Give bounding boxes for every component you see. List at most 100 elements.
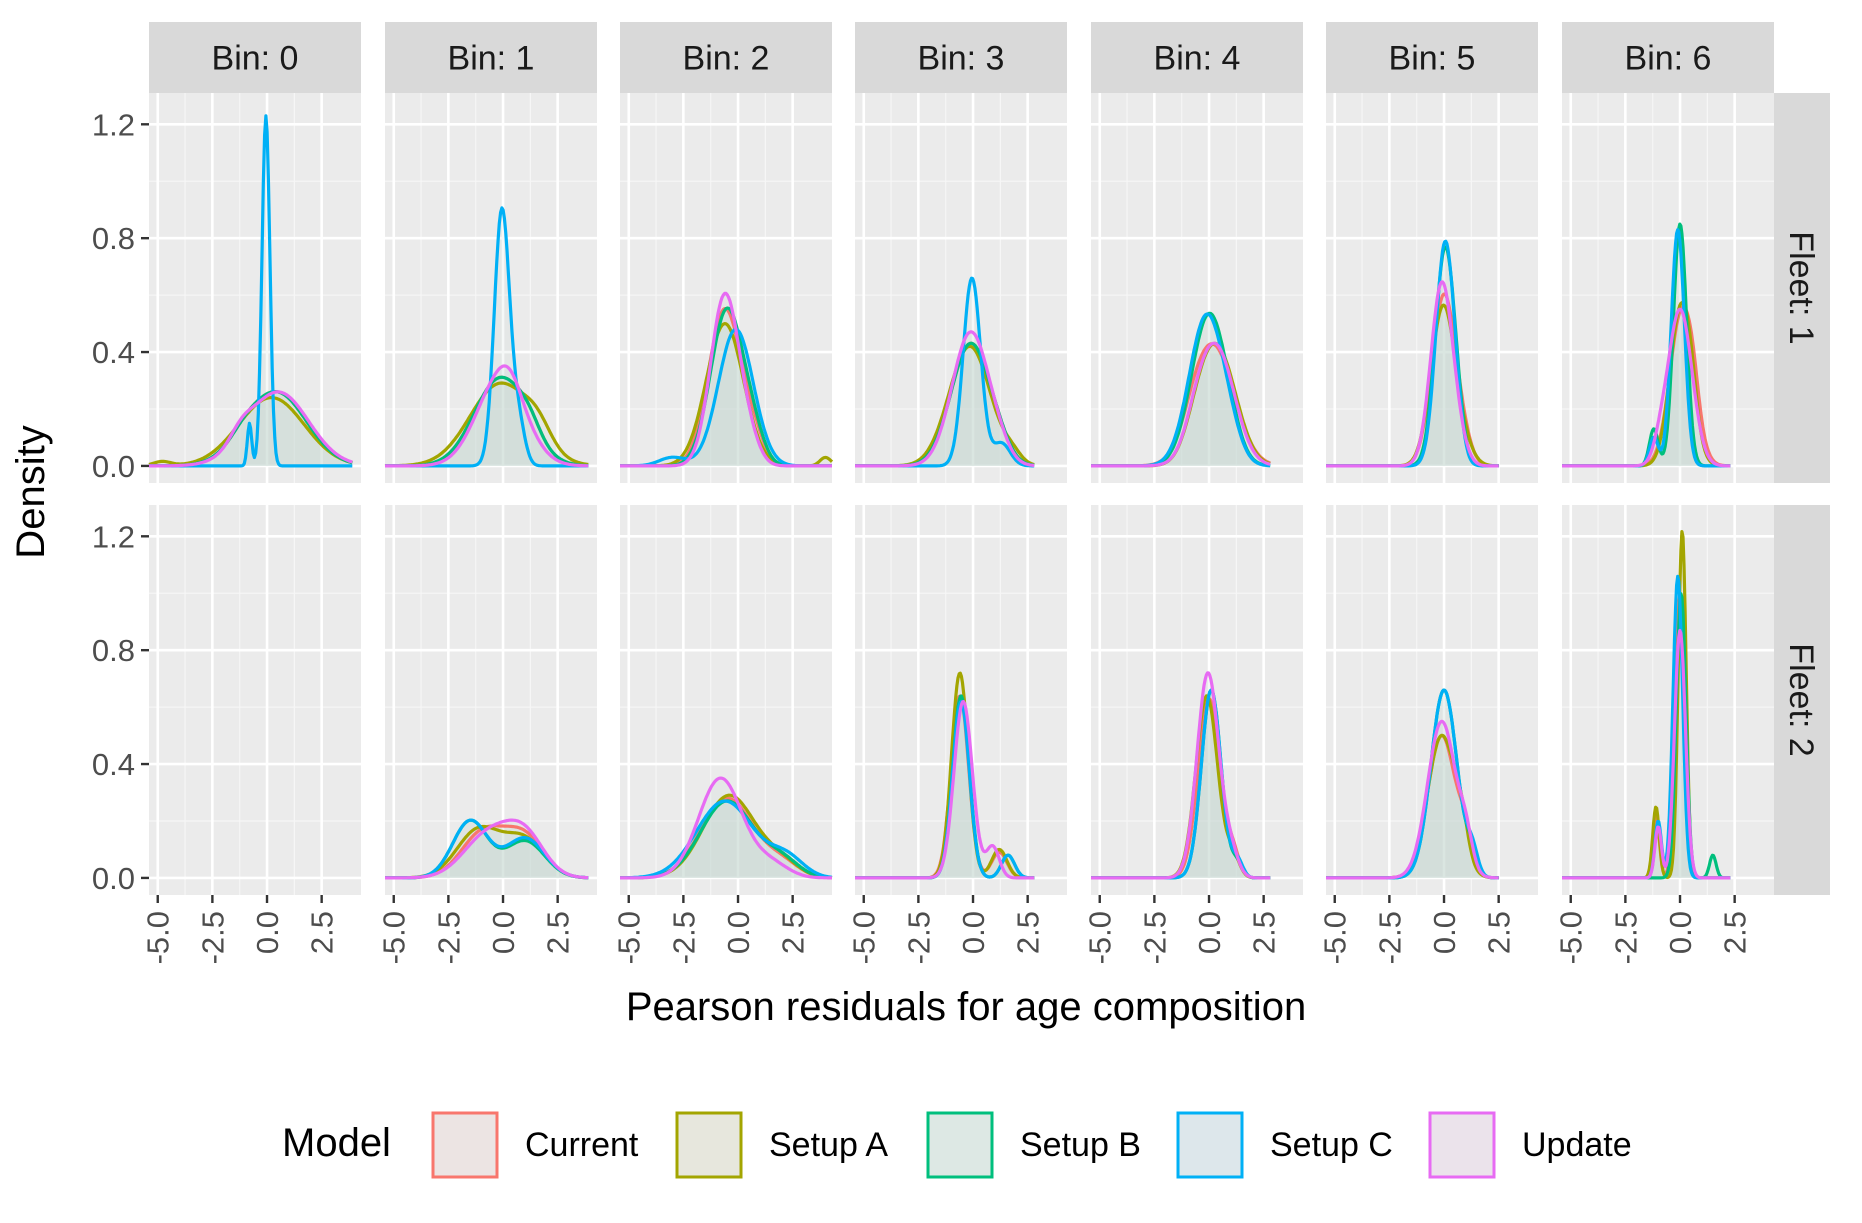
density-area-setup-b: [1091, 313, 1271, 466]
density-line-update: [1561, 628, 1731, 880]
panel-background: [620, 93, 832, 483]
legend-item: Setup C: [1176, 1111, 1393, 1179]
density-area-setup-a: [1326, 305, 1499, 466]
density-area-setup-c: [1326, 241, 1499, 466]
strip-label: Bin: 5: [1389, 40, 1476, 78]
panel-background: [1326, 93, 1538, 483]
density-area-setup-b: [385, 820, 589, 878]
panel-background: [855, 93, 1067, 483]
density-area-setup-a: [1091, 695, 1271, 878]
facet-panel: [1090, 505, 1303, 895]
strip-label: Bin: 1: [448, 40, 535, 78]
x-tick-label: -2.5: [1372, 911, 1407, 964]
density-area-current: [1091, 698, 1271, 878]
x-tick-label: 0.0: [486, 911, 521, 954]
y-tick-label: 0.4: [92, 747, 135, 782]
density-line-update: [1325, 719, 1500, 880]
density-line-update: [1090, 671, 1271, 880]
facet-panel: [149, 505, 361, 895]
density-area-setup-b: [1326, 246, 1499, 466]
facet-panel: [384, 505, 597, 895]
legend-label: Setup B: [1020, 1126, 1141, 1164]
strip-background: [385, 22, 597, 93]
facet-panel: [1325, 93, 1538, 483]
panel-background: [149, 505, 361, 895]
x-tick-label: 2.5: [1482, 911, 1517, 954]
x-tick-label: 2.5: [1247, 911, 1282, 954]
strip-background: [1774, 93, 1830, 483]
facet-panel: [384, 93, 597, 483]
x-tick-label: 2.5: [776, 911, 811, 954]
facet-panel: [1561, 93, 1774, 483]
legend-label: Update: [1522, 1126, 1632, 1164]
x-tick-label: -2.5: [666, 911, 701, 964]
density-area-setup-c: [620, 801, 832, 878]
facet-panel: [1561, 505, 1774, 895]
legend-item: Current: [431, 1111, 639, 1179]
strip-background: [1091, 22, 1303, 93]
facet-strip-col: Bin: 1: [385, 22, 597, 93]
x-tick-label: -2.5: [901, 911, 936, 964]
legend-label: Setup A: [769, 1126, 888, 1164]
legend-item: Setup B: [926, 1111, 1141, 1179]
legend-key: [926, 1111, 994, 1179]
density-area-setup-a: [385, 826, 589, 878]
density-line-update: [1090, 341, 1271, 468]
facet-panel: [619, 505, 833, 895]
panel-background: [385, 505, 597, 895]
density-area-current: [1326, 294, 1499, 466]
strip-background: [149, 22, 361, 93]
facet-panel: [1325, 505, 1538, 895]
density-area-setup-c: [620, 329, 832, 466]
legend-key: [1428, 1111, 1496, 1179]
x-tick-label: -2.5: [431, 911, 466, 964]
panel-background: [149, 93, 361, 483]
y-tick-label: 1.2: [92, 519, 135, 554]
strip-background: [855, 22, 1067, 93]
density-line-update: [1325, 280, 1500, 468]
x-tick-label: -5.0: [377, 911, 412, 964]
panel-background: [1091, 93, 1303, 483]
density-line-update: [854, 700, 1035, 880]
legend-key-background: [677, 1113, 741, 1177]
y-axis-title: Density: [9, 425, 53, 558]
strip-label: Fleet: 1: [1782, 231, 1820, 344]
density-area-current: [620, 798, 832, 878]
legend-key-background: [928, 1113, 992, 1177]
facet-strip-col: Bin: 4: [1091, 22, 1303, 93]
facet-panel: [1090, 93, 1303, 483]
panels-layer: Bin: 0 Bin: 1 Bin: 2 Bin: 3 Bin: 4 Bin: 5 Bin:…: [141, 22, 1830, 964]
y-axis: 0.0 0.4 0.8 1.2 0.0 0.4 0.8 1.2: [92, 107, 149, 896]
density-line-update: [148, 390, 353, 468]
legend-key: [431, 1111, 499, 1179]
y-tick-label: 0.8: [92, 633, 135, 668]
density-area-update: [620, 778, 832, 878]
strip-label: Bin: 0: [212, 40, 299, 78]
facet-strip-row: Fleet: 1: [1774, 93, 1830, 483]
facet-strip-col: Bin: 0: [149, 22, 361, 93]
x-tick-label: -5.0: [1318, 911, 1353, 964]
density-area-setup-b: [1326, 690, 1499, 878]
strip-background: [1562, 22, 1774, 93]
x-tick-label: 0.0: [250, 911, 285, 954]
legend-key-background: [433, 1113, 497, 1177]
strip-label: Fleet: 2: [1782, 643, 1820, 756]
x-tick-label: 2.5: [1011, 911, 1046, 954]
strip-background: [1774, 505, 1830, 895]
density-line-update: [619, 776, 833, 880]
legend-key: [675, 1111, 743, 1179]
panel-background: [1091, 505, 1303, 895]
density-line-update: [384, 364, 589, 468]
density-area-update: [1326, 721, 1499, 878]
x-tick-label: 0.0: [956, 911, 991, 954]
facet-strip-col: Bin: 6: [1562, 22, 1774, 93]
legend-key: [1176, 1111, 1244, 1179]
density-area-setup-b: [620, 308, 832, 466]
x-tick-label: 0.0: [721, 911, 756, 954]
y-tick-label: 0.8: [92, 221, 135, 256]
legend-item: Setup A: [675, 1111, 888, 1179]
y-tick-label: 0.0: [92, 449, 135, 484]
facet-strip-row: Fleet: 2: [1774, 505, 1830, 895]
density-area-update: [620, 293, 832, 466]
density-line-update: [384, 818, 589, 880]
